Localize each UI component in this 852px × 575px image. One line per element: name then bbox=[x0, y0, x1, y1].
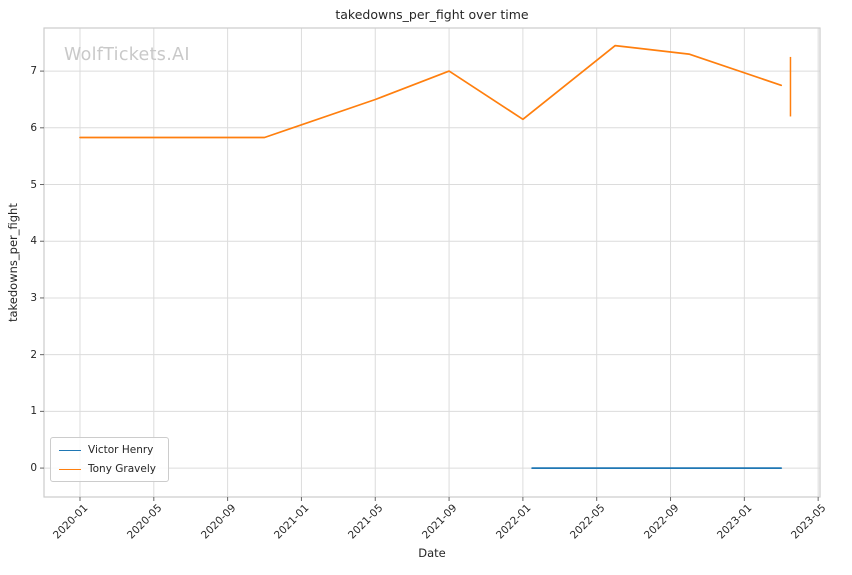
y-tick-label: 5 bbox=[30, 178, 37, 191]
y-tick-label: 6 bbox=[30, 121, 37, 134]
x-axis-label: Date bbox=[418, 546, 446, 560]
series-line-tony-gravely bbox=[79, 44, 783, 139]
y-tick-label: 1 bbox=[30, 405, 37, 418]
y-tick-label: 7 bbox=[30, 65, 37, 78]
y-tick-label: 4 bbox=[30, 235, 37, 248]
watermark: WolfTickets.AI bbox=[64, 45, 190, 65]
legend: Victor Henry Tony Gravely bbox=[50, 437, 169, 482]
legend-item: Victor Henry bbox=[59, 444, 156, 456]
legend-label: Tony Gravely bbox=[88, 463, 156, 475]
y-tick-label: 2 bbox=[30, 348, 37, 361]
y-axis-label: takedowns_per_fight bbox=[6, 203, 20, 322]
legend-item: Tony Gravely bbox=[59, 463, 156, 475]
legend-label: Victor Henry bbox=[88, 444, 154, 456]
plot-border bbox=[43, 27, 821, 498]
chart-title: takedowns_per_fight over time bbox=[335, 7, 529, 22]
y-tick-label: 3 bbox=[30, 291, 37, 304]
legend-swatch-victor-henry bbox=[59, 449, 81, 451]
legend-swatch-tony-gravely bbox=[59, 468, 81, 470]
y-tick-label: 0 bbox=[30, 462, 37, 475]
